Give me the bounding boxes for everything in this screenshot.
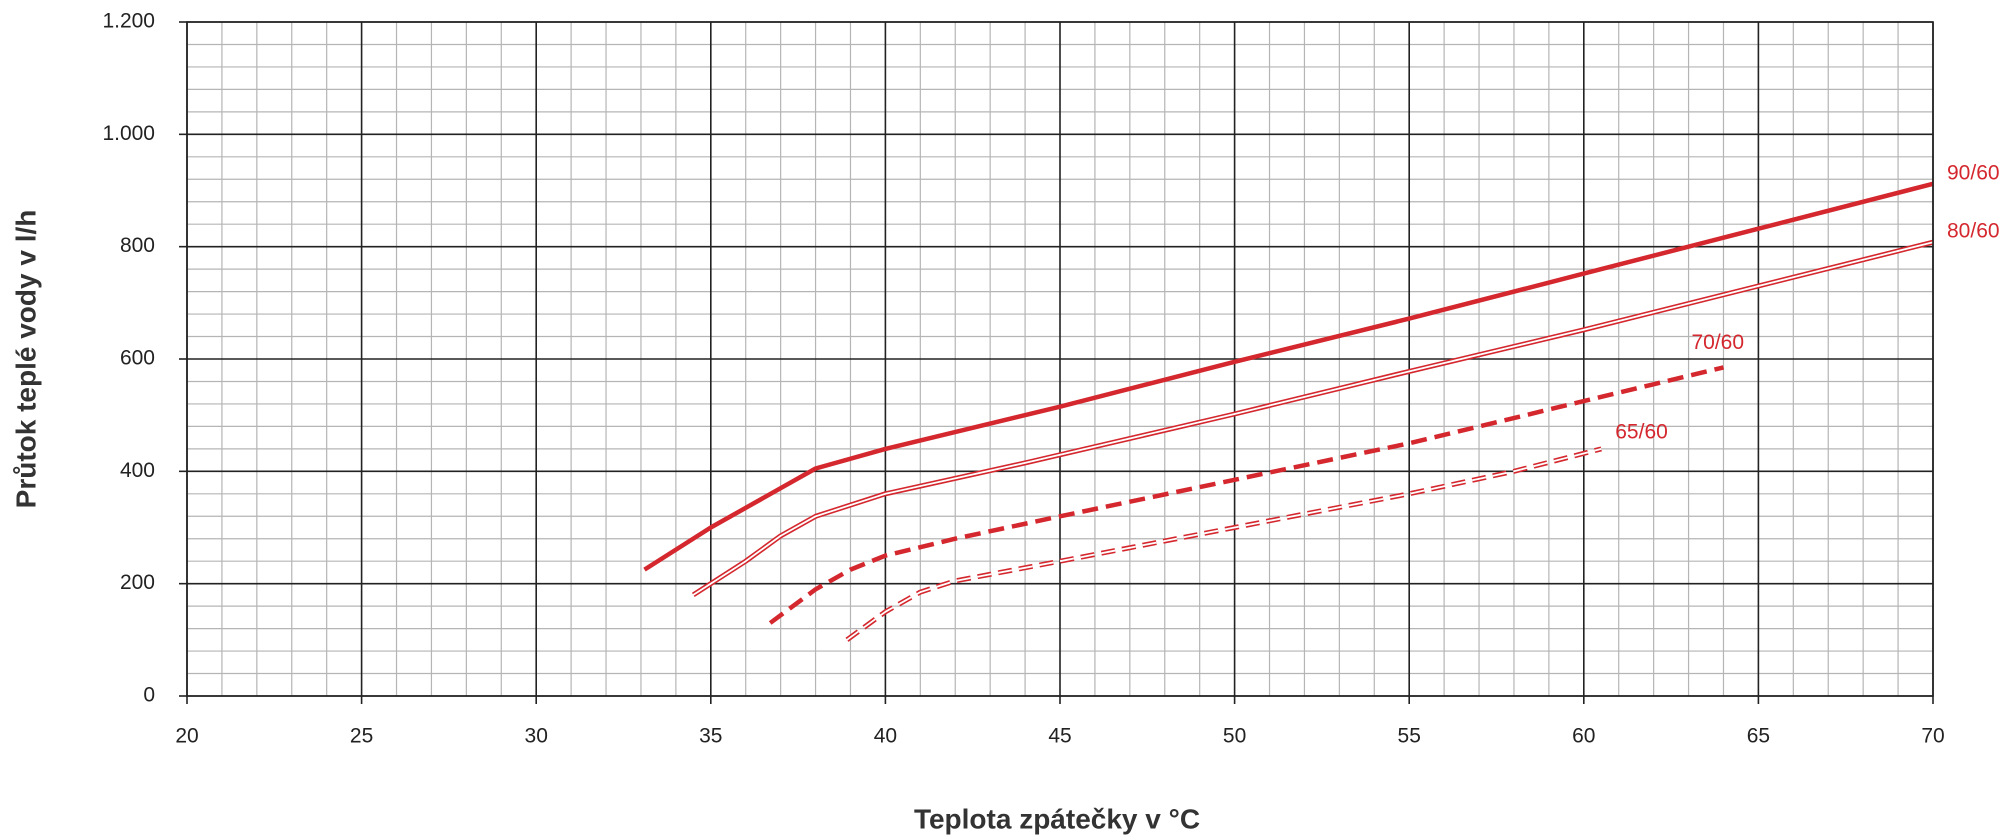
series-label: 70/60 bbox=[1691, 331, 1744, 354]
series-line bbox=[768, 365, 1725, 625]
series-line-inner bbox=[692, 241, 1934, 596]
x-tick-label: 70 bbox=[1921, 725, 1944, 748]
y-tick-label: 200 bbox=[120, 571, 155, 594]
plot-frame bbox=[186, 21, 1934, 697]
x-tick-label: 55 bbox=[1398, 725, 1421, 748]
x-tick-label: 45 bbox=[1048, 725, 1071, 748]
x-tick-label: 65 bbox=[1747, 725, 1770, 748]
y-axis-title: Průtok teplé vody v l/h bbox=[10, 210, 41, 509]
x-tick-label: 40 bbox=[874, 725, 897, 748]
x-tick-label: 20 bbox=[175, 725, 198, 748]
series-label: 65/60 bbox=[1615, 420, 1668, 443]
y-tick-label: 800 bbox=[120, 234, 155, 257]
x-tick-label: 60 bbox=[1572, 725, 1595, 748]
x-tick-label: 50 bbox=[1223, 725, 1246, 748]
y-tick-label: 1.000 bbox=[102, 122, 155, 145]
x-tick-label: 30 bbox=[525, 725, 548, 748]
series-label: 80/60 bbox=[1947, 220, 2000, 243]
y-tick-label: 1.200 bbox=[102, 10, 155, 33]
x-tick-label: 25 bbox=[350, 725, 373, 748]
y-tick-label: 0 bbox=[143, 684, 155, 707]
y-tick-label: 600 bbox=[120, 347, 155, 370]
series-line-inner bbox=[846, 448, 1602, 641]
series-label: 90/60 bbox=[1947, 161, 2000, 184]
series-line bbox=[643, 181, 1934, 572]
y-tick-label: 400 bbox=[120, 459, 155, 482]
x-tick-label: 35 bbox=[699, 725, 722, 748]
series-line bbox=[691, 239, 1934, 598]
x-axis-title: Teplota zpátečky v °C bbox=[914, 803, 1200, 834]
